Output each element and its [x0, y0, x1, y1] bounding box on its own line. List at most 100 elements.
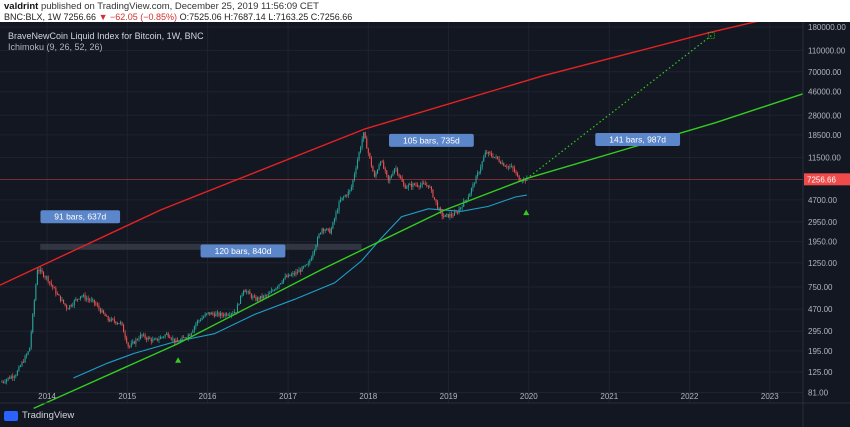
y-tick-label: 28000.00: [808, 111, 842, 120]
candle-body: [241, 294, 243, 296]
candle-body: [235, 312, 237, 313]
candle-body: [104, 313, 106, 317]
candle-body: [270, 290, 272, 293]
candle-body: [127, 342, 129, 347]
close-value: C:7256.66: [310, 12, 353, 22]
candle-body: [39, 269, 41, 272]
candle-body: [84, 295, 86, 300]
triangle-up-marker: [175, 357, 182, 363]
candle-body: [195, 323, 197, 327]
candle-body: [287, 274, 289, 278]
candle-body: [435, 199, 437, 203]
candle-body: [352, 179, 354, 187]
candle-body: [116, 323, 118, 324]
candle-body: [50, 282, 52, 285]
candle-body: [506, 166, 508, 168]
candle-body: [22, 362, 25, 363]
candle-body: [2, 381, 5, 383]
candle-body: [276, 286, 279, 289]
candle-body: [36, 269, 38, 285]
candle-body: [304, 264, 306, 267]
candle-body: [250, 294, 252, 298]
candle-body: [323, 228, 325, 231]
x-tick-label: 2015: [118, 392, 136, 401]
publisher-name[interactable]: valdrint: [4, 1, 39, 12]
candle-body: [35, 284, 37, 301]
candle-body: [132, 341, 134, 344]
candle-body: [429, 186, 431, 188]
candle-body: [9, 377, 11, 379]
green-support-trendline: [33, 93, 804, 410]
publish-header: valdrint published on TradingView.com, D…: [0, 0, 850, 22]
candle-body: [329, 228, 331, 234]
candle-body: [212, 312, 214, 315]
x-tick-label: 2016: [199, 392, 217, 401]
candle-body: [369, 152, 371, 158]
candle-body: [467, 196, 469, 200]
candle-body: [478, 171, 480, 174]
candle-body: [98, 305, 100, 309]
candle-body: [309, 260, 311, 264]
candle-body: [224, 313, 226, 316]
low-value: L:7163.25: [268, 12, 309, 22]
candle-body: [298, 269, 300, 273]
candle-body: [366, 138, 368, 149]
candle-body: [21, 362, 23, 366]
y-tick-label: 180000.00: [808, 23, 846, 32]
price-chart[interactable]: 91 bars, 637d 120 bars, 840d 105 bars, 735…: [0, 22, 850, 427]
candle-body: [415, 184, 417, 186]
candle-body: [433, 197, 436, 200]
candle-body: [327, 228, 329, 230]
candle-body: [152, 339, 154, 342]
candle-body: [367, 148, 369, 153]
annotations-layer: 91 bars, 637d 120 bars, 840d 105 bars, 735…: [40, 132, 681, 363]
candle-body: [146, 337, 148, 340]
candle-body: [42, 272, 45, 277]
candle-body: [69, 305, 71, 309]
candle-body: [190, 332, 192, 336]
candle-body: [481, 161, 483, 168]
candle-body: [81, 296, 83, 298]
candle-body: [470, 188, 472, 194]
candle-body: [301, 266, 303, 272]
candle-body: [238, 303, 240, 305]
candle-body: [338, 201, 340, 211]
candle-body: [76, 298, 78, 300]
candle-body: [249, 291, 251, 295]
candle-body: [70, 305, 72, 307]
candle-body: [207, 312, 209, 314]
candle-body: [410, 184, 412, 188]
ohlc-line: BNC:BLX, 1W 7256.66 ▼ −62.05 (−0.85%) O:…: [4, 12, 352, 22]
candle-body: [370, 157, 372, 167]
candle-body: [46, 276, 48, 278]
y-tick-label: 2950.00: [808, 218, 837, 227]
x-tick-label: 2020: [520, 392, 538, 401]
candle-body: [504, 166, 506, 167]
candle-body: [24, 355, 26, 363]
last-price-tag: [804, 173, 850, 186]
candle-body: [236, 304, 239, 313]
candle-body: [381, 161, 383, 163]
candle-body: [432, 189, 434, 198]
candle-body: [161, 336, 163, 338]
candle-body: [87, 298, 89, 300]
bars-range-label-box: [40, 210, 121, 224]
candle-body: [229, 314, 231, 316]
candle-body: [220, 313, 222, 316]
candle-body: [226, 313, 228, 316]
candle-body: [472, 184, 474, 189]
brand: TradingView: [4, 410, 74, 421]
candle-body: [175, 340, 177, 343]
candle-body: [507, 166, 509, 168]
publish-line: valdrint published on TradingView.com, D…: [4, 1, 319, 12]
candle-body: [186, 337, 188, 339]
candle-body: [500, 161, 502, 164]
candle-body: [252, 296, 254, 298]
candle-body: [253, 296, 255, 298]
candle-body: [216, 312, 218, 314]
candle-body: [155, 338, 157, 340]
candle-body: [166, 333, 168, 335]
candle-body: [75, 298, 77, 301]
candle-body: [227, 314, 229, 316]
